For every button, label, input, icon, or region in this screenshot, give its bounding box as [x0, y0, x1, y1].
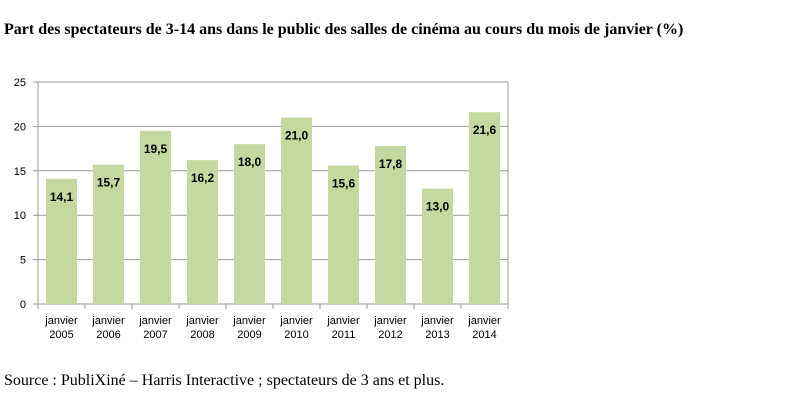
x-tick-label: 2010	[284, 329, 308, 341]
data-label: 13,0	[426, 200, 450, 214]
y-axis-ticks: 0 5 10 15 20 25	[14, 77, 26, 311]
x-tick-label: janvier	[44, 315, 78, 327]
x-tick-label: 2007	[143, 329, 167, 341]
data-label: 17,8	[379, 157, 403, 171]
x-tick-label: janvier	[91, 315, 125, 327]
x-tick-label: 2009	[237, 329, 261, 341]
data-label: 15,6	[332, 176, 356, 190]
bar	[328, 165, 359, 304]
bar	[281, 117, 312, 305]
x-tick-label: janvier	[373, 315, 407, 327]
chart-title: Part des spectateurs de 3-14 ans dans le…	[4, 21, 684, 38]
x-tick-label: janvier	[232, 315, 266, 327]
bar	[375, 145, 406, 304]
y-tick-label: 5	[20, 255, 26, 267]
x-tick-label: 2013	[425, 329, 449, 341]
data-label: 15,7	[97, 176, 121, 190]
y-tick-label: 10	[14, 210, 26, 222]
bar	[422, 188, 453, 304]
x-tick-label: 2012	[378, 329, 402, 341]
bar	[46, 178, 77, 304]
source-note: Source : PubliXiné – Harris Interactive …	[4, 372, 445, 389]
data-label: 16,2	[191, 171, 215, 185]
y-tick-label: 0	[20, 299, 26, 311]
bar	[187, 160, 218, 304]
x-tick-label: janvier	[420, 315, 454, 327]
data-label: 21,0	[285, 129, 309, 143]
x-tick-label: 2006	[96, 329, 120, 341]
x-tick-label: janvier	[467, 315, 501, 327]
x-tick-label: janvier	[326, 315, 360, 327]
y-tick-label: 15	[14, 166, 26, 178]
data-label: 14,1	[50, 190, 74, 204]
y-tick-label: 25	[14, 77, 26, 89]
data-label: 21,6	[473, 123, 497, 137]
data-label: 19,5	[144, 142, 168, 156]
bar	[140, 130, 171, 304]
x-tick-label: janvier	[185, 315, 219, 327]
y-tick-label: 20	[14, 121, 26, 133]
x-axis-ticks: janvier 2005 janvier 2006 janvier 2007 janvier…	[37, 304, 509, 341]
bar	[469, 112, 500, 304]
x-tick-label: 2005	[49, 329, 73, 341]
bar	[93, 164, 124, 304]
bar	[234, 144, 265, 304]
x-tick-label: 2011	[332, 329, 356, 341]
data-label: 18,0	[238, 155, 262, 169]
x-tick-label: janvier	[138, 315, 172, 327]
x-tick-label: janvier	[279, 315, 313, 327]
x-tick-label: 2008	[190, 329, 214, 341]
x-tick-label: 2014	[472, 329, 496, 341]
bars	[46, 112, 500, 305]
data-labels: 14,1 15,7 19,5 16,2 18,0 21,0 15,6 17,8 13,0 21,6	[50, 123, 497, 213]
